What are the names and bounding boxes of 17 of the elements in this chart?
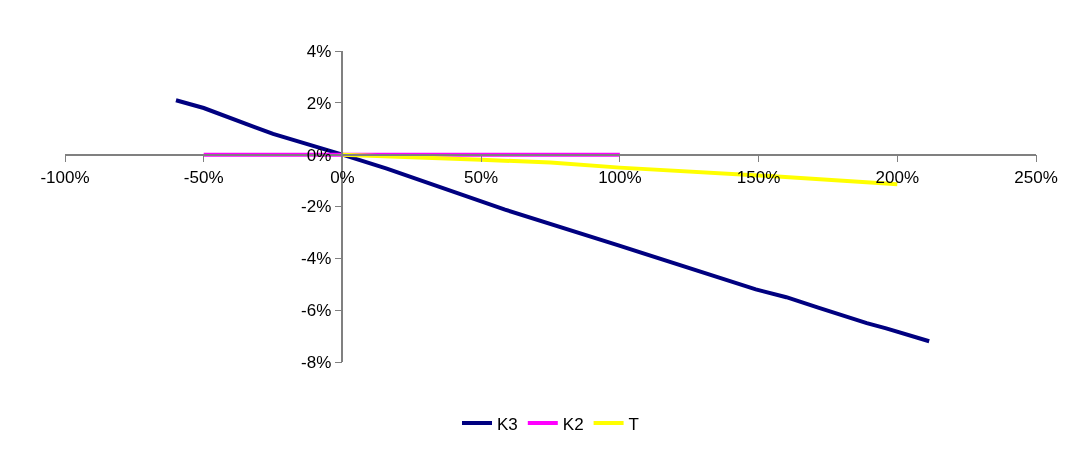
x-tick-label: 200% [875, 167, 920, 187]
x-tick-label: 250% [1014, 167, 1058, 187]
y-tick-label: -2% [301, 197, 332, 217]
x-tick-label: 50% [464, 167, 499, 187]
y-tick-label: 4% [306, 41, 332, 61]
y-tick-label: 2% [306, 93, 332, 113]
line-series [173, 98, 932, 344]
x-tick-label: 100% [598, 167, 642, 187]
x-tick-label: -50% [183, 167, 224, 187]
y-tick-label: -8% [301, 352, 332, 372]
x-tick-label: -100% [40, 167, 90, 187]
legend-label: K2 [562, 414, 584, 434]
legend-label: T [628, 414, 639, 434]
x-tick-label: 0% [330, 167, 355, 187]
y-tick-label: -4% [301, 249, 332, 269]
legend-label: K3 [497, 414, 518, 434]
y-tick-label: -6% [301, 301, 332, 321]
